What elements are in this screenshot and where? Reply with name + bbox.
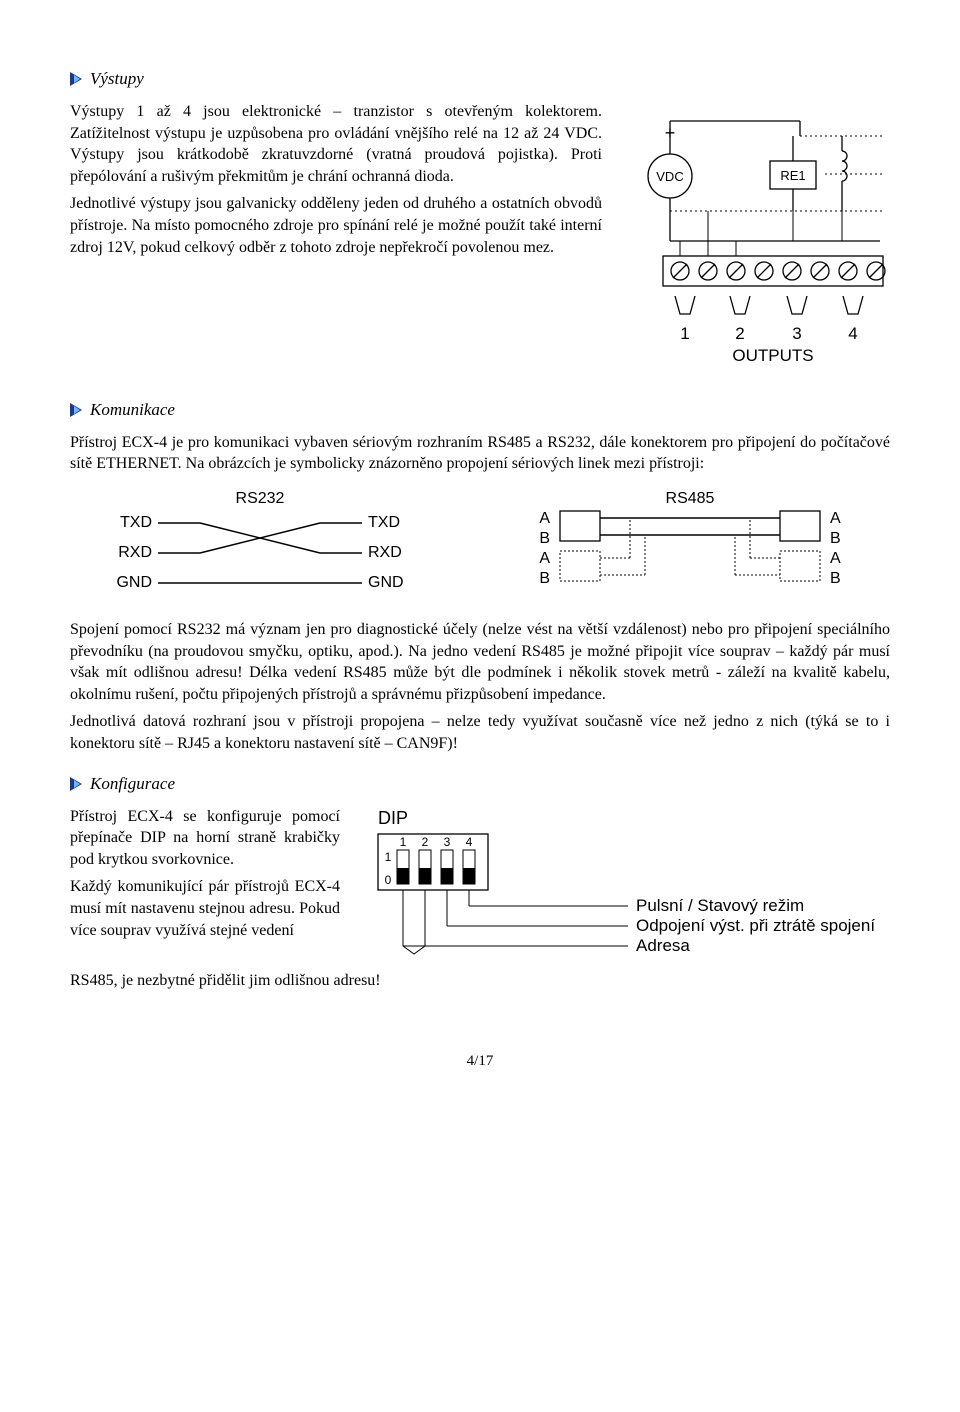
dip-diagram: DIP 1 2 3 4 1 0 bbox=[368, 806, 888, 976]
re1-label: RE1 bbox=[780, 168, 805, 183]
terminal-circles bbox=[671, 262, 885, 280]
vdc-label: VDC bbox=[656, 169, 683, 184]
rs485-title: RS485 bbox=[666, 490, 715, 507]
section-title: Komunikace bbox=[90, 399, 175, 422]
konfigurace-row: Přístroj ECX-4 se konfiguruje pomocí pře… bbox=[70, 806, 890, 976]
svg-text:A: A bbox=[830, 550, 841, 567]
svg-text:RXD: RXD bbox=[118, 544, 152, 561]
svg-text:RXD: RXD bbox=[368, 544, 402, 561]
komunikace-p1: Přístroj ECX-4 je pro komunikaci vybaven… bbox=[70, 432, 890, 475]
dip-callout-2: Odpojení výst. při ztrátě spojení bbox=[636, 916, 875, 935]
out-3: 3 bbox=[792, 324, 801, 343]
svg-text:3: 3 bbox=[444, 835, 451, 849]
svg-text:A: A bbox=[539, 550, 550, 567]
konfigurace-p1: Přístroj ECX-4 se konfiguruje pomocí pře… bbox=[70, 806, 340, 871]
vystupy-text: Výstupy 1 až 4 jsou elektronické – tranz… bbox=[70, 101, 602, 264]
svg-text:4: 4 bbox=[466, 835, 473, 849]
svg-text:GND: GND bbox=[116, 574, 152, 591]
section-title: Výstupy bbox=[90, 68, 144, 91]
arrow-bullet-icon bbox=[70, 72, 86, 86]
arrow-bullet-icon bbox=[70, 403, 86, 417]
komunikace-p3: Jednotlivá datová rozhraní jsou v přístr… bbox=[70, 711, 890, 754]
vystupy-p2: Jednotlivé výstupy jsou galvanicky odděl… bbox=[70, 193, 602, 258]
section-heading-vystupy: Výstupy bbox=[70, 68, 890, 91]
section-heading-konfigurace: Konfigurace bbox=[70, 773, 890, 796]
section-heading-komunikace: Komunikace bbox=[70, 399, 890, 422]
svg-text:GND: GND bbox=[368, 574, 404, 591]
svg-text:B: B bbox=[830, 570, 841, 587]
svg-text:B: B bbox=[539, 530, 550, 547]
svg-text:1: 1 bbox=[400, 835, 407, 849]
dip-title: DIP bbox=[378, 808, 408, 828]
svg-text:0: 0 bbox=[385, 873, 392, 887]
konfigurace-text-left: Přístroj ECX-4 se konfiguruje pomocí pře… bbox=[70, 806, 340, 942]
out-4: 4 bbox=[848, 324, 857, 343]
svg-text:A: A bbox=[830, 510, 841, 527]
vystupy-p1: Výstupy 1 až 4 jsou elektronické – tranz… bbox=[70, 101, 602, 187]
section-title: Konfigurace bbox=[90, 773, 175, 796]
arrow-bullet-icon bbox=[70, 777, 86, 791]
konfigurace-p2a: Každý komunikující pár přístrojů ECX-4 m… bbox=[70, 876, 340, 941]
rs485-diagram: RS485 A B A B A B A B bbox=[530, 485, 850, 605]
page-footer: 4/17 bbox=[70, 1051, 890, 1071]
dip-callout-1: Pulsní / Stavový režim bbox=[636, 896, 804, 915]
svg-text:B: B bbox=[830, 530, 841, 547]
out-2: 2 bbox=[735, 324, 744, 343]
vystupy-row: Výstupy 1 až 4 jsou elektronické – tranz… bbox=[70, 101, 890, 381]
outputs-diagram: VDC + RE1 bbox=[630, 101, 890, 381]
svg-text:B: B bbox=[539, 570, 550, 587]
dip-callout-3: Adresa bbox=[636, 936, 690, 955]
komunikace-p2: Spojení pomocí RS232 má význam jen pro d… bbox=[70, 619, 890, 705]
rs232-diagram: RS232 TXD RXD GND TXD RXD GND bbox=[110, 485, 410, 605]
outputs-caption: OUTPUTS bbox=[732, 346, 813, 365]
svg-text:TXD: TXD bbox=[368, 514, 400, 531]
svg-text:2: 2 bbox=[422, 835, 429, 849]
rs232-title: RS232 bbox=[236, 490, 285, 507]
svg-text:TXD: TXD bbox=[120, 514, 152, 531]
out-1: 1 bbox=[680, 324, 689, 343]
serial-diagrams: RS232 TXD RXD GND TXD RXD GND RS485 A B … bbox=[70, 485, 890, 605]
svg-text:A: A bbox=[539, 510, 550, 527]
svg-text:1: 1 bbox=[385, 850, 392, 864]
